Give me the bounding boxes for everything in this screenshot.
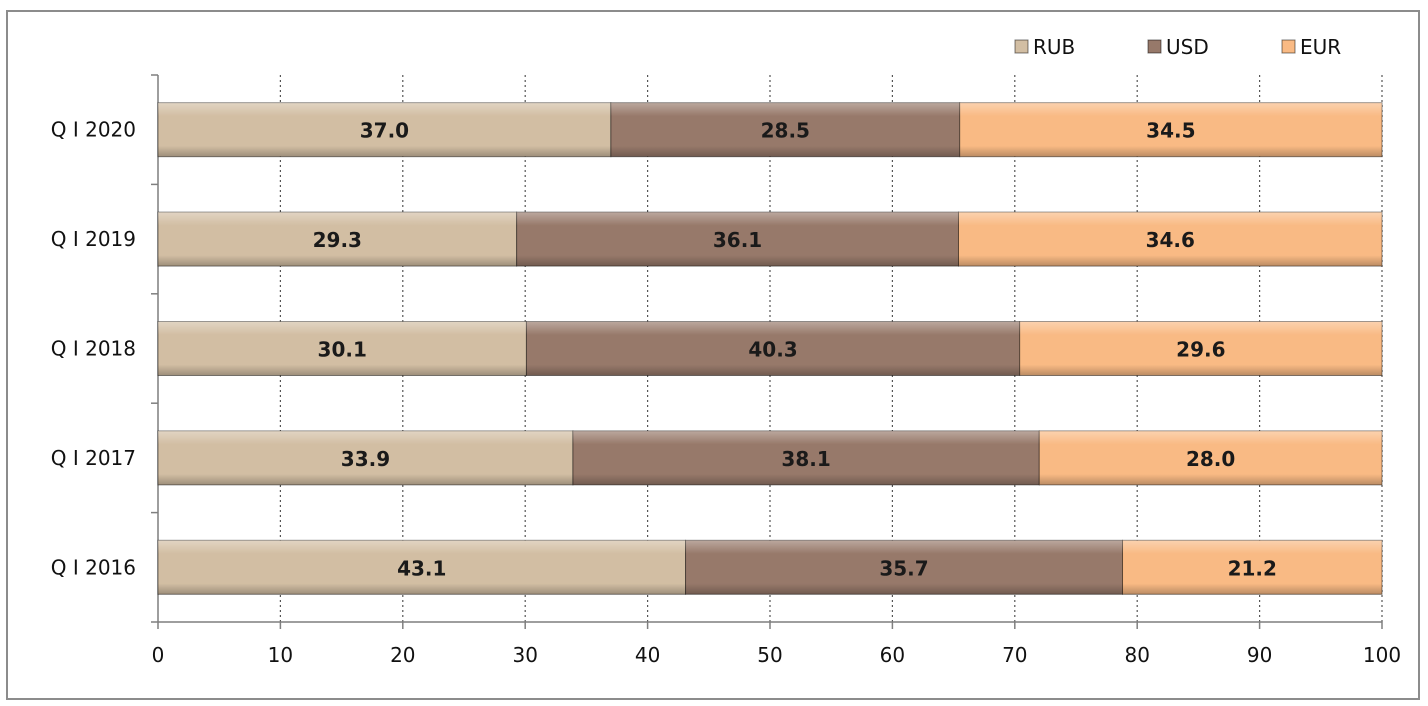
data-label: 38.1 xyxy=(781,447,830,471)
bar-shading xyxy=(610,102,960,157)
bar-shading xyxy=(158,540,686,595)
data-label: 33.9 xyxy=(341,447,390,471)
category-label: Q I 2017 xyxy=(51,446,136,470)
x-tick-label: 30 xyxy=(512,643,537,667)
bar-shading xyxy=(1019,321,1382,376)
bar-shading xyxy=(158,212,517,267)
data-label: 21.2 xyxy=(1228,556,1277,580)
gridlines xyxy=(279,75,1383,622)
bar-shading xyxy=(158,321,527,376)
bars xyxy=(157,102,1383,595)
data-label: 29.3 xyxy=(313,228,362,252)
category-label: Q I 2020 xyxy=(51,118,136,142)
bar-shading xyxy=(158,102,611,157)
x-tick-label: 90 xyxy=(1247,643,1272,667)
legend-swatch-usd xyxy=(1147,39,1162,54)
data-label: 36.1 xyxy=(713,228,762,252)
legend: RUB USD EUR xyxy=(1014,35,1341,59)
bar-shading xyxy=(572,430,1040,485)
data-label: 28.0 xyxy=(1186,447,1235,471)
data-label: 30.1 xyxy=(318,338,367,362)
category-label: Q I 2018 xyxy=(51,337,136,361)
data-label: 40.3 xyxy=(748,338,797,362)
data-label: 35.7 xyxy=(879,556,928,580)
x-tick-label: 10 xyxy=(268,643,293,667)
data-label: 43.1 xyxy=(397,556,446,580)
bar-shading xyxy=(685,540,1123,595)
x-tick-label: 100 xyxy=(1363,643,1401,667)
x-tick-label: 50 xyxy=(757,643,782,667)
x-tick-label: 20 xyxy=(390,643,415,667)
legend-swatch-rub xyxy=(1014,39,1029,54)
data-label: 37.0 xyxy=(360,119,409,143)
legend-label-eur: EUR xyxy=(1300,35,1341,59)
legend-label-usd: USD xyxy=(1166,35,1209,59)
x-tick-label: 0 xyxy=(152,643,165,667)
bar-shading xyxy=(1122,540,1382,595)
x-tick-label: 80 xyxy=(1124,643,1149,667)
category-label: Q I 2016 xyxy=(51,555,136,579)
data-label: 34.5 xyxy=(1146,119,1195,143)
x-tick-label: 40 xyxy=(635,643,660,667)
bar-shading xyxy=(158,430,573,485)
bar-shading xyxy=(526,321,1020,376)
legend-swatch-eur xyxy=(1281,39,1296,54)
bar-shading xyxy=(1039,430,1382,485)
data-label: 28.5 xyxy=(761,119,810,143)
data-label: 34.6 xyxy=(1146,228,1195,252)
bar-shading xyxy=(959,102,1382,157)
data-label: 29.6 xyxy=(1176,338,1225,362)
category-label: Q I 2019 xyxy=(51,227,136,251)
data-labels: 37.0 28.5 34.5 29.3 36.1 34.6 30.1 40.3 29.6 33.9… xyxy=(313,119,1277,581)
axes: 0 10 20 30 40 50 60 70 80 90 100 Q I 2020 Q I 2019 Q … xyxy=(51,74,1401,667)
x-tick-label: 70 xyxy=(1002,643,1027,667)
x-tick-label: 60 xyxy=(880,643,905,667)
bar-shading xyxy=(958,212,1382,267)
legend-label-rub: RUB xyxy=(1033,35,1075,59)
bar-shading xyxy=(516,212,959,267)
